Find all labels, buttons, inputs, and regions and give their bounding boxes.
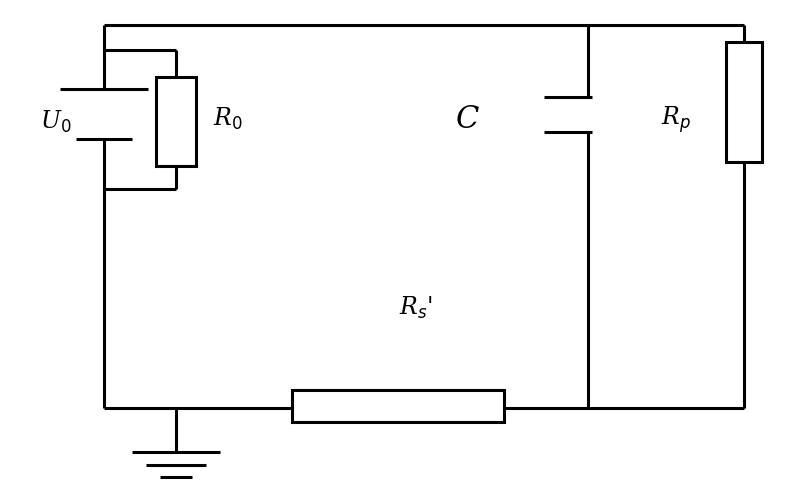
Text: R$_s$': R$_s$' bbox=[399, 295, 433, 321]
Bar bbox=[292, 390, 504, 422]
Text: C: C bbox=[456, 104, 480, 135]
Text: R$_0$: R$_0$ bbox=[213, 106, 243, 132]
Text: U$_0$: U$_0$ bbox=[40, 109, 72, 135]
Bar bbox=[156, 77, 196, 166]
Bar bbox=[726, 42, 762, 162]
Text: R$_p$: R$_p$ bbox=[661, 104, 691, 135]
